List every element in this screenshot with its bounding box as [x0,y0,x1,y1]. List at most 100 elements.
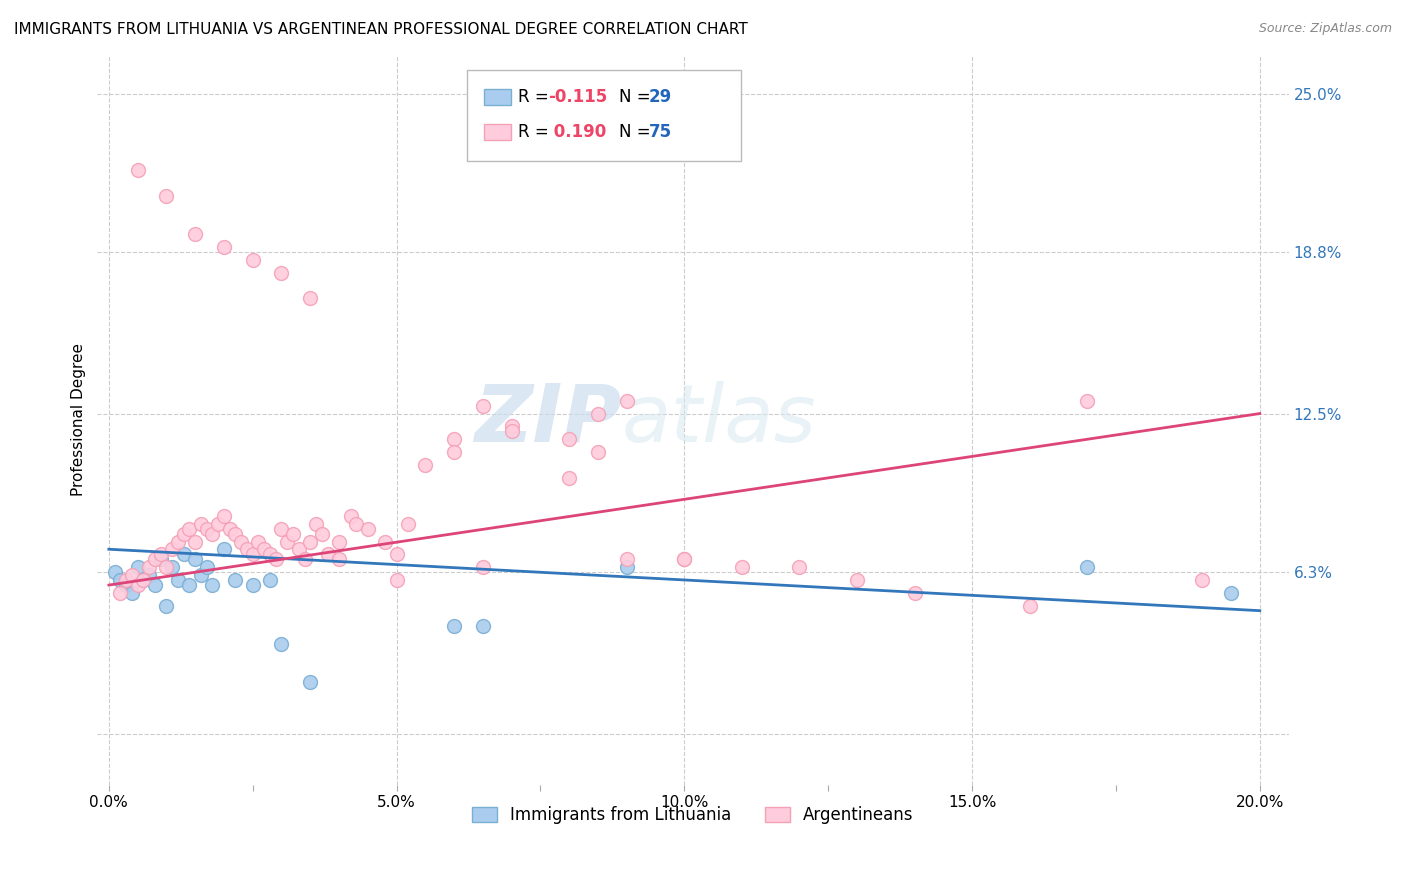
Point [471,560,494,574]
Point [270,637,292,651]
Point [207,516,229,531]
Point [1076,560,1098,574]
Point [121,586,143,600]
Point [138,560,160,574]
Point [201,578,224,592]
Point [115,578,138,592]
Point [179,522,201,536]
Point [247,534,270,549]
Point [242,252,264,267]
Point [328,552,350,566]
Point [385,573,408,587]
Point [121,567,143,582]
Text: 29: 29 [650,87,672,106]
Text: Source: ZipAtlas.com: Source: ZipAtlas.com [1258,22,1392,36]
Point [616,560,638,574]
Point [586,445,609,459]
Point [299,675,322,690]
Point [846,573,869,587]
Point [184,552,207,566]
Point [558,432,581,446]
Point [242,578,264,592]
Point [224,573,246,587]
Point [253,542,276,557]
Point [1191,573,1213,587]
Point [673,552,696,566]
Point [558,470,581,484]
Point [173,527,195,541]
Point [127,560,149,574]
Point [104,566,127,580]
Point [616,552,638,566]
Point [190,567,212,582]
Point [673,552,696,566]
Text: N =: N = [619,123,657,141]
Point [264,552,287,566]
Point [132,573,155,587]
Point [1220,586,1243,600]
Point [155,560,177,574]
Point [212,240,235,254]
Point [299,291,322,305]
Text: R =: R = [517,123,554,141]
Text: atlas: atlas [621,381,817,459]
Point [903,586,925,600]
Point [143,578,166,592]
Point [160,560,183,574]
Point [586,407,609,421]
Point [110,573,132,587]
Point [357,522,380,536]
FancyBboxPatch shape [467,70,741,161]
Point [616,393,638,408]
Point [339,508,361,523]
Text: 75: 75 [650,123,672,141]
Point [374,534,396,549]
Point [270,266,292,280]
Legend: Immigrants from Lithuania, Argentineans: Immigrants from Lithuania, Argentineans [465,800,921,831]
Point [155,599,177,613]
Point [270,522,292,536]
Point [127,578,149,592]
Point [276,534,298,549]
Point [294,552,316,566]
Text: 0.190: 0.190 [547,123,606,141]
Point [501,425,523,439]
Point [184,534,207,549]
Text: IMMIGRANTS FROM LITHUANIA VS ARGENTINEAN PROFESSIONAL DEGREE CORRELATION CHART: IMMIGRANTS FROM LITHUANIA VS ARGENTINEAN… [14,22,748,37]
Point [242,547,264,561]
Point [143,552,166,566]
Point [132,573,155,587]
Point [1018,599,1040,613]
Point [443,619,465,633]
Point [184,227,207,242]
Point [201,527,224,541]
Point [385,547,408,561]
Y-axis label: Professional Degree: Professional Degree [72,343,86,497]
Text: R =: R = [517,87,554,106]
Point [149,547,172,561]
Point [305,516,328,531]
Point [396,516,419,531]
Point [501,419,523,434]
Point [149,552,172,566]
Point [212,542,235,557]
Point [731,560,754,574]
Point [160,542,183,557]
Point [789,560,811,574]
Point [231,534,253,549]
Point [299,534,322,549]
FancyBboxPatch shape [485,124,510,140]
Point [287,542,309,557]
Point [155,189,177,203]
Point [259,573,281,587]
Point [167,534,190,549]
Point [316,547,339,561]
Point [344,516,367,531]
Text: N =: N = [619,87,657,106]
Point [471,619,494,633]
Point [471,399,494,413]
Point [415,458,437,472]
Point [195,560,218,574]
Point [1076,393,1098,408]
Point [443,445,465,459]
